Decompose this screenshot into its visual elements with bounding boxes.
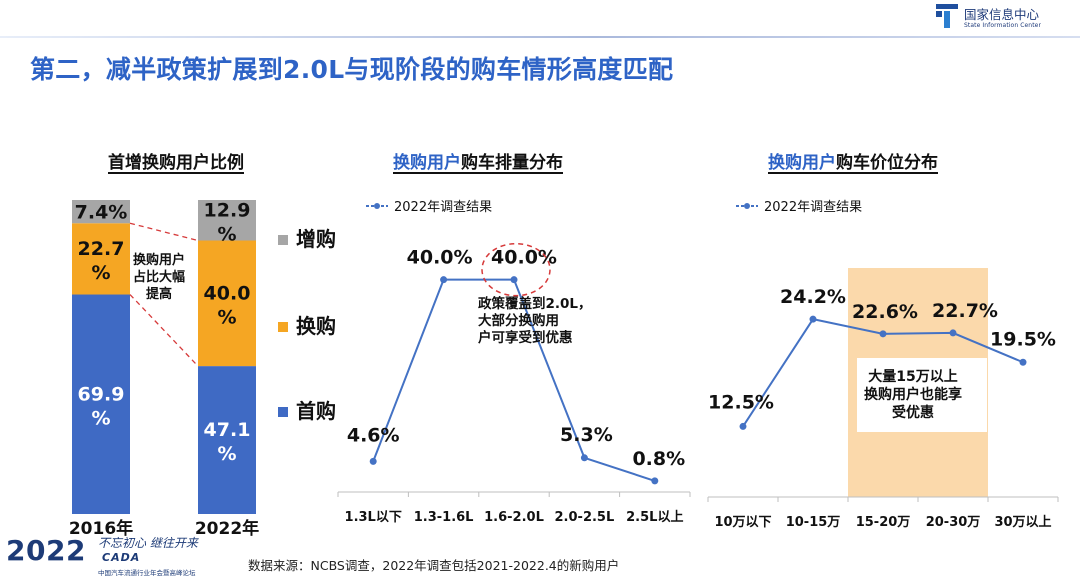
category-label: 2016年	[69, 518, 133, 539]
bar-value-label: 22.7	[78, 238, 125, 260]
legend-label: 首购	[296, 399, 336, 423]
data-point	[369, 457, 377, 465]
legend-swatch-首购	[278, 407, 288, 417]
annotation-line: 户可享受到优惠	[478, 330, 573, 346]
data-point	[879, 330, 887, 338]
displacement-chart-title: 换购用户购车排量分布	[393, 148, 563, 173]
data-value-label: 22.7%	[932, 300, 998, 322]
data-value-label: 40.0%	[407, 247, 473, 269]
data-value-label: 40.0%	[491, 247, 557, 269]
legend-swatch-增购	[278, 235, 288, 245]
x-tick-label: 10-15万	[786, 515, 841, 530]
x-tick-label: 30万以上	[994, 515, 1051, 530]
bar-value-label: %	[91, 407, 110, 429]
data-value-label: 24.2%	[780, 286, 846, 308]
annotation-line: 大部分换购用	[478, 313, 559, 329]
data-value-label: 22.6%	[852, 301, 918, 323]
x-tick-label: 1.6-2.0L	[484, 510, 544, 525]
bar-value-label: %	[217, 443, 236, 465]
bar-value-label: 40.0	[204, 282, 251, 304]
legend-marker	[374, 203, 380, 209]
legend-label: 增购	[296, 227, 336, 251]
price-title-rest: 购车价位分布	[836, 153, 938, 173]
x-tick-label: 1.3-1.6L	[414, 510, 474, 525]
annotation-line: 大量15万以上	[868, 369, 958, 385]
stacked-chart-title: 首增换购用户比例	[108, 153, 244, 173]
bar-value-label: %	[217, 223, 236, 245]
price-chart-title: 换购用户购车价位分布	[768, 148, 938, 173]
bar-segment-增购	[72, 200, 130, 224]
x-tick-label: 2.5L以上	[626, 510, 683, 525]
connector-line-bottom	[129, 294, 199, 367]
annotation-line: 受优惠	[892, 405, 934, 421]
data-value-label: 19.5%	[990, 328, 1056, 350]
x-tick-label: 2.0-2.5L	[555, 510, 615, 525]
footer-subtitle: 中国汽车流通行业年会暨高峰论坛	[98, 569, 196, 577]
bar-segment-换购	[198, 240, 256, 367]
data-point	[1019, 358, 1027, 366]
bar-value-label: 7.4%	[75, 202, 128, 224]
page-title: 第二，减半政策扩展到2.0L与现阶段的购车情形高度匹配	[30, 55, 674, 84]
data-point	[809, 315, 817, 323]
bar-value-label: 69.9	[78, 383, 125, 405]
data-point	[949, 329, 957, 337]
logo-en-text: State Information Center	[964, 22, 1042, 29]
data-value-label: 12.5%	[708, 391, 774, 413]
annotation-line: 换购用户也能享	[864, 387, 962, 403]
bar-value-label: 47.1	[204, 419, 251, 441]
x-tick-label: 1.3L以下	[345, 510, 402, 525]
annotation-line: 占比大幅	[133, 270, 186, 285]
x-tick-label: 15-20万	[856, 515, 911, 530]
price-title-highlight: 换购用户	[768, 153, 836, 173]
bar-value-label: 12.9	[204, 199, 251, 221]
bar-value-label: %	[217, 306, 236, 328]
data-point	[440, 276, 448, 284]
data-value-label: 0.8%	[632, 448, 685, 470]
displacement-title-rest: 购车排量分布	[461, 153, 563, 173]
data-point	[739, 422, 747, 430]
state-information-center-logo: 国家信息中心 State Information Center	[936, 2, 1076, 34]
data-value-label: 4.6%	[347, 424, 400, 446]
data-point	[651, 477, 659, 485]
footer-year: 2022	[6, 534, 86, 567]
legend-label: 2022年调查结果	[394, 200, 492, 215]
annotation-line: 提高	[146, 287, 173, 302]
cada-footer-logo: 2022 不忘初心 继往开来 CADA 中国汽车流通行业年会暨高峰论坛	[4, 530, 254, 577]
stacked-annotation: 换购用户占比大幅提高	[133, 252, 185, 303]
legend-label: 换购	[296, 314, 336, 338]
displacement-annotation: 政策覆盖到2.0L， 大部分换购用 户可享受到优惠	[478, 296, 592, 347]
footer-brand: CADA	[102, 551, 141, 564]
data-value-label: 5.3%	[560, 424, 613, 446]
legend-marker	[744, 203, 750, 209]
annotation-line: 政策覆盖到2.0L，	[478, 296, 592, 312]
bar-segment-增购	[198, 200, 256, 241]
x-tick-label: 20-30万	[926, 515, 981, 530]
logo-mark-icon	[936, 4, 958, 28]
annotation-backdrop	[857, 358, 987, 432]
bar-segment-首购	[198, 366, 256, 514]
data-point	[510, 276, 518, 284]
category-label: 2022年	[195, 518, 259, 539]
highlight-circle	[481, 242, 551, 297]
legend-swatch-换购	[278, 322, 288, 332]
displacement-title-highlight: 换购用户	[393, 153, 461, 173]
bar-segment-首购	[72, 294, 130, 514]
connector-line-top	[129, 222, 199, 242]
price-annotation: 大量15万以上 换购用户也能享 受优惠	[864, 368, 962, 422]
data-point	[580, 454, 588, 462]
footer-slogan: 不忘初心 继往开来	[98, 536, 198, 550]
logo-cn-text: 国家信息中心	[964, 7, 1040, 22]
x-tick-label: 10万以下	[714, 515, 771, 530]
bar-segment-换购	[72, 223, 130, 295]
header-divider	[0, 36, 1080, 38]
annotation-line: 换购用户	[133, 253, 186, 268]
bar-value-label: %	[91, 262, 110, 284]
data-source-note: 数据来源：NCBS调查，2022年调查包括2021-2022.4的新购用户	[248, 558, 620, 573]
legend-label: 2022年调查结果	[764, 200, 862, 215]
